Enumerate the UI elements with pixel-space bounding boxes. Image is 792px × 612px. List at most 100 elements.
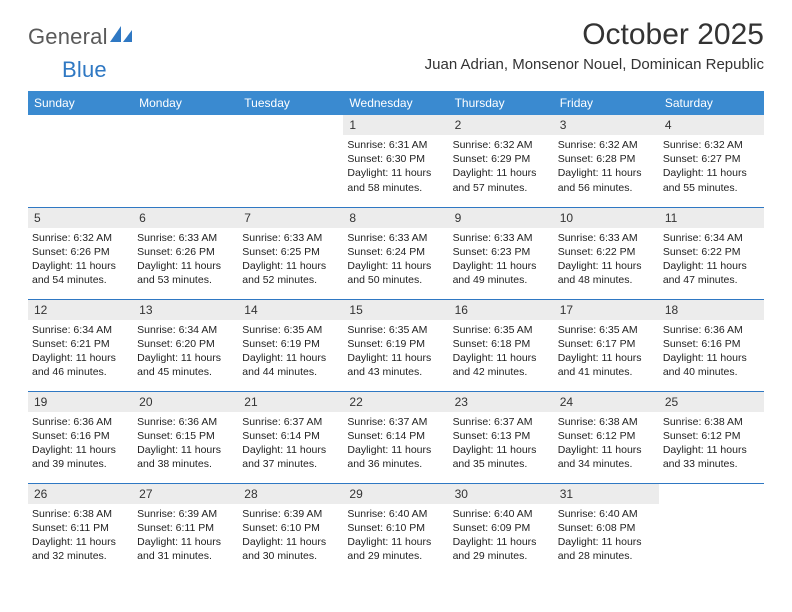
day-body: Sunrise: 6:34 AMSunset: 6:20 PMDaylight:…: [133, 320, 238, 380]
sunrise-line: Sunrise: 6:38 AM: [32, 507, 129, 521]
day-body: [133, 121, 238, 124]
day-number: 15: [343, 300, 448, 320]
sunrise-line: Sunrise: 6:35 AM: [347, 323, 444, 337]
day-body: Sunrise: 6:33 AMSunset: 6:26 PMDaylight:…: [133, 228, 238, 288]
sunset-line: Sunset: 6:13 PM: [453, 429, 550, 443]
sunset-line: Sunset: 6:22 PM: [558, 245, 655, 259]
sunrise-line: Sunrise: 6:37 AM: [453, 415, 550, 429]
sunrise-line: Sunrise: 6:36 AM: [663, 323, 760, 337]
sunrise-line: Sunrise: 6:38 AM: [663, 415, 760, 429]
day-number: 9: [449, 208, 554, 228]
calendar-cell: 11Sunrise: 6:34 AMSunset: 6:22 PMDayligh…: [659, 207, 764, 299]
day-body: Sunrise: 6:33 AMSunset: 6:25 PMDaylight:…: [238, 228, 343, 288]
sunset-line: Sunset: 6:29 PM: [453, 152, 550, 166]
day-number: 1: [343, 115, 448, 135]
day-body: Sunrise: 6:34 AMSunset: 6:22 PMDaylight:…: [659, 228, 764, 288]
daylight-line: and 40 minutes.: [663, 365, 760, 379]
daylight-line: and 43 minutes.: [347, 365, 444, 379]
calendar-cell: 3Sunrise: 6:32 AMSunset: 6:28 PMDaylight…: [554, 115, 659, 207]
day-body: Sunrise: 6:32 AMSunset: 6:29 PMDaylight:…: [449, 135, 554, 195]
daylight-line: and 34 minutes.: [558, 457, 655, 471]
day-number: 31: [554, 484, 659, 504]
sunrise-line: Sunrise: 6:37 AM: [242, 415, 339, 429]
day-number: 16: [449, 300, 554, 320]
daylight-line: Daylight: 11 hours: [663, 259, 760, 273]
col-monday: Monday: [133, 91, 238, 115]
calendar-cell: 6Sunrise: 6:33 AMSunset: 6:26 PMDaylight…: [133, 207, 238, 299]
sunrise-line: Sunrise: 6:35 AM: [558, 323, 655, 337]
day-body: Sunrise: 6:34 AMSunset: 6:21 PMDaylight:…: [28, 320, 133, 380]
sunrise-line: Sunrise: 6:36 AM: [137, 415, 234, 429]
sunrise-line: Sunrise: 6:39 AM: [137, 507, 234, 521]
daylight-line: and 47 minutes.: [663, 273, 760, 287]
day-number: 18: [659, 300, 764, 320]
daylight-line: Daylight: 11 hours: [32, 259, 129, 273]
logo-general: General: [28, 24, 108, 50]
calendar-cell: 24Sunrise: 6:38 AMSunset: 6:12 PMDayligh…: [554, 391, 659, 483]
day-number: 27: [133, 484, 238, 504]
day-body: Sunrise: 6:35 AMSunset: 6:19 PMDaylight:…: [238, 320, 343, 380]
calendar-row: 19Sunrise: 6:36 AMSunset: 6:16 PMDayligh…: [28, 391, 764, 483]
day-number: 26: [28, 484, 133, 504]
sunrise-line: Sunrise: 6:32 AM: [453, 138, 550, 152]
day-number: 3: [554, 115, 659, 135]
sunset-line: Sunset: 6:11 PM: [32, 521, 129, 535]
col-saturday: Saturday: [659, 91, 764, 115]
day-body: Sunrise: 6:35 AMSunset: 6:19 PMDaylight:…: [343, 320, 448, 380]
sunset-line: Sunset: 6:26 PM: [32, 245, 129, 259]
calendar-table: Sunday Monday Tuesday Wednesday Thursday…: [28, 91, 764, 575]
col-friday: Friday: [554, 91, 659, 115]
daylight-line: and 38 minutes.: [137, 457, 234, 471]
day-number: 21: [238, 392, 343, 412]
daylight-line: Daylight: 11 hours: [242, 443, 339, 457]
day-number: 12: [28, 300, 133, 320]
calendar-cell: 15Sunrise: 6:35 AMSunset: 6:19 PMDayligh…: [343, 299, 448, 391]
sunrise-line: Sunrise: 6:33 AM: [453, 231, 550, 245]
day-number: 8: [343, 208, 448, 228]
calendar-row: 26Sunrise: 6:38 AMSunset: 6:11 PMDayligh…: [28, 483, 764, 575]
daylight-line: and 56 minutes.: [558, 181, 655, 195]
daylight-line: and 58 minutes.: [347, 181, 444, 195]
day-body: Sunrise: 6:33 AMSunset: 6:24 PMDaylight:…: [343, 228, 448, 288]
sunset-line: Sunset: 6:08 PM: [558, 521, 655, 535]
sunset-line: Sunset: 6:28 PM: [558, 152, 655, 166]
daylight-line: Daylight: 11 hours: [453, 535, 550, 549]
calendar-cell: 18Sunrise: 6:36 AMSunset: 6:16 PMDayligh…: [659, 299, 764, 391]
calendar-row: 1Sunrise: 6:31 AMSunset: 6:30 PMDaylight…: [28, 115, 764, 207]
daylight-line: Daylight: 11 hours: [453, 166, 550, 180]
daylight-line: and 37 minutes.: [242, 457, 339, 471]
daylight-line: and 49 minutes.: [453, 273, 550, 287]
sunset-line: Sunset: 6:24 PM: [347, 245, 444, 259]
logo: General: [28, 24, 134, 50]
calendar-cell: 9Sunrise: 6:33 AMSunset: 6:23 PMDaylight…: [449, 207, 554, 299]
sunset-line: Sunset: 6:17 PM: [558, 337, 655, 351]
calendar-cell: 14Sunrise: 6:35 AMSunset: 6:19 PMDayligh…: [238, 299, 343, 391]
daylight-line: and 50 minutes.: [347, 273, 444, 287]
day-number: 7: [238, 208, 343, 228]
day-number: 24: [554, 392, 659, 412]
day-body: Sunrise: 6:39 AMSunset: 6:11 PMDaylight:…: [133, 504, 238, 564]
day-body: Sunrise: 6:36 AMSunset: 6:15 PMDaylight:…: [133, 412, 238, 472]
sunset-line: Sunset: 6:16 PM: [32, 429, 129, 443]
daylight-line: Daylight: 11 hours: [347, 259, 444, 273]
sunrise-line: Sunrise: 6:37 AM: [347, 415, 444, 429]
daylight-line: Daylight: 11 hours: [242, 535, 339, 549]
sunrise-line: Sunrise: 6:34 AM: [32, 323, 129, 337]
calendar-cell: 17Sunrise: 6:35 AMSunset: 6:17 PMDayligh…: [554, 299, 659, 391]
sunrise-line: Sunrise: 6:40 AM: [347, 507, 444, 521]
day-number: 6: [133, 208, 238, 228]
calendar-cell: [238, 115, 343, 207]
sunrise-line: Sunrise: 6:33 AM: [137, 231, 234, 245]
day-body: Sunrise: 6:32 AMSunset: 6:26 PMDaylight:…: [28, 228, 133, 288]
sunrise-line: Sunrise: 6:34 AM: [663, 231, 760, 245]
sunrise-line: Sunrise: 6:33 AM: [347, 231, 444, 245]
calendar-cell: 22Sunrise: 6:37 AMSunset: 6:14 PMDayligh…: [343, 391, 448, 483]
sunset-line: Sunset: 6:11 PM: [137, 521, 234, 535]
daylight-line: Daylight: 11 hours: [453, 351, 550, 365]
daylight-line: and 57 minutes.: [453, 181, 550, 195]
calendar-cell: 26 Sunrise: 6:38 AMSunset: 6:11 PMDayligh…: [28, 483, 133, 575]
calendar-cell: 4Sunrise: 6:32 AMSunset: 6:27 PMDaylight…: [659, 115, 764, 207]
col-wednesday: Wednesday: [343, 91, 448, 115]
daylight-line: Daylight: 11 hours: [32, 535, 129, 549]
sunset-line: Sunset: 6:20 PM: [137, 337, 234, 351]
